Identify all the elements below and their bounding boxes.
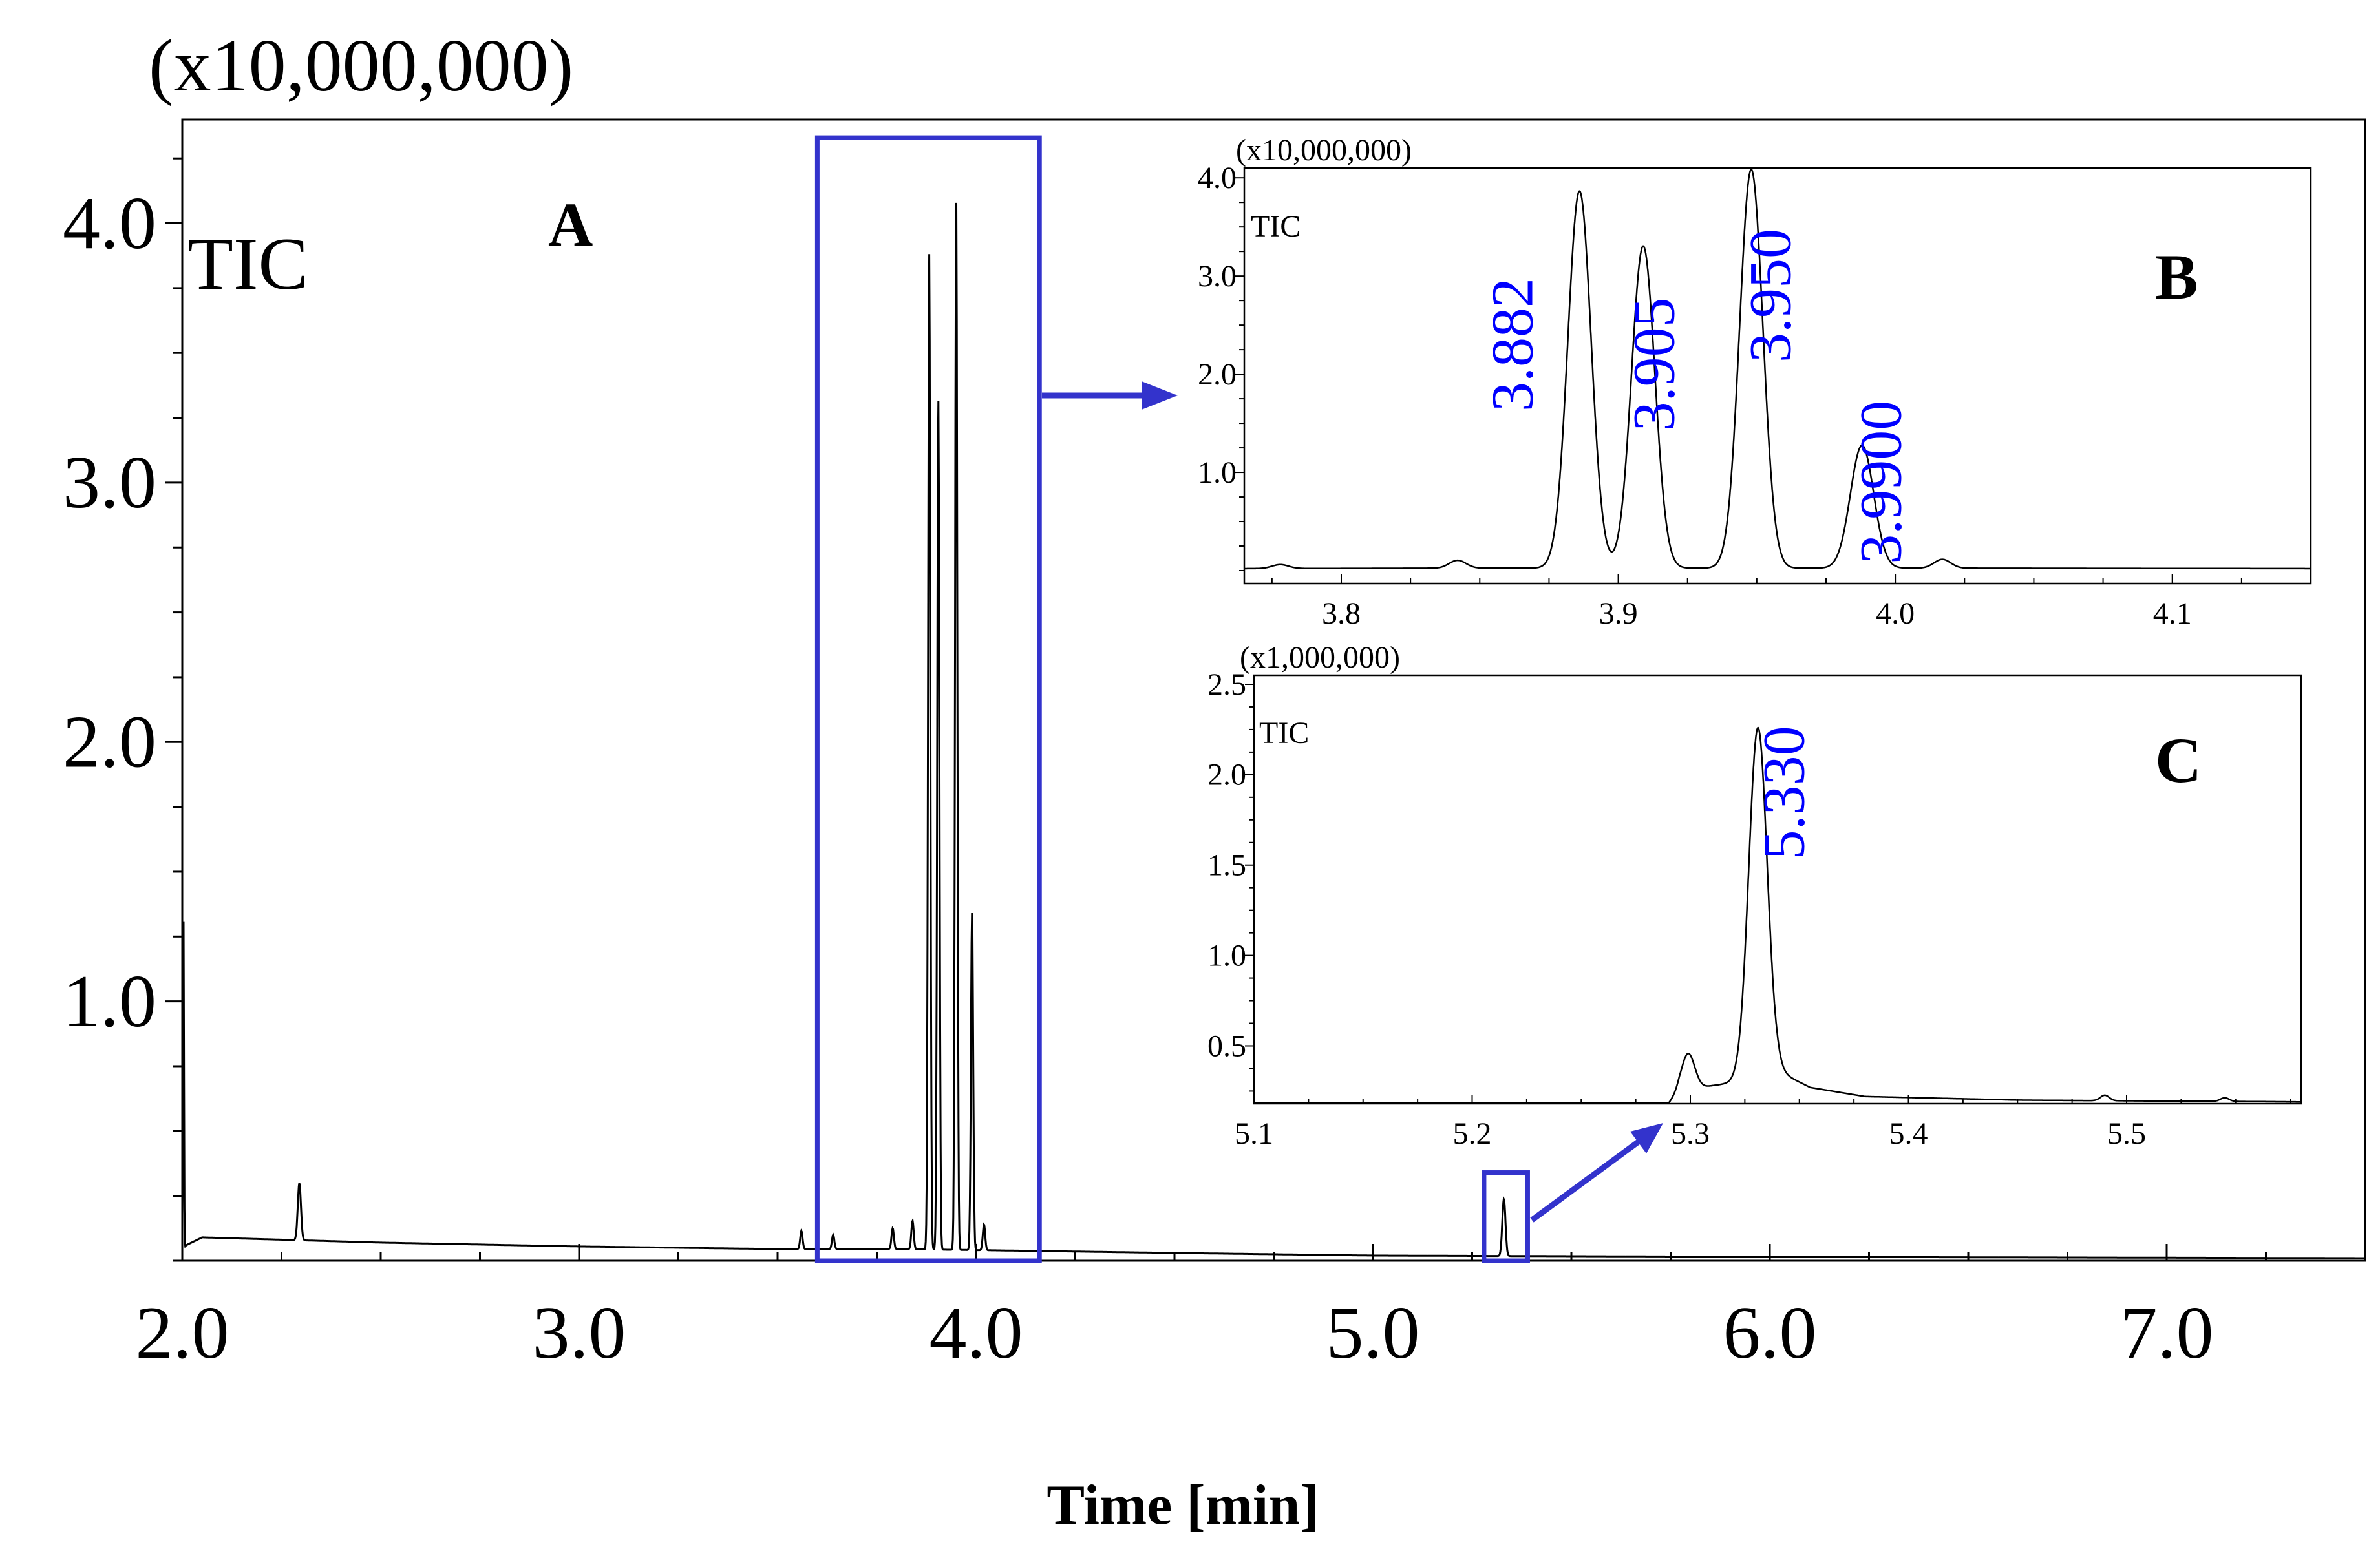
- y-tick-label: 2.5: [1207, 668, 1246, 702]
- main-y-ticks: 1.0 2.0 3.0 4.0: [63, 157, 182, 1262]
- inset-c-scale-label: (x1,000,000): [1240, 640, 1400, 675]
- y-tick-label: 3.0: [1198, 259, 1237, 293]
- y-tick-label: 2.0: [1198, 357, 1237, 392]
- inset-c-frame: [1253, 674, 2302, 1105]
- inset-b-background: [1244, 168, 2311, 584]
- y-tick-label: 2.0: [1207, 758, 1246, 792]
- y-tick-label: 1.0: [63, 960, 156, 1043]
- inset-panel-c: 0.5 1.0 1.5 2.0 2.5 5.1 5.2 5.3 5.4 5.5 5.330 (x…: [1207, 640, 2302, 1151]
- main-chromatogram-panel: 1.0 2.0 3.0 4.0 2.0 3.0 4.0 5.0 6.0 7.0 (x10,000…: [63, 25, 2366, 1537]
- x-tick-label: 5.3: [1671, 1117, 1710, 1151]
- inset-panel-b: 1.0 2.0 3.0 4.0 3.8 3.9 4.0 4.1 3.882 3.905 3.95…: [1198, 133, 2312, 631]
- y-tick-label: 0.5: [1207, 1029, 1246, 1063]
- x-tick-label: 5.0: [1326, 1292, 1420, 1374]
- inset-c-trace-label: TIC: [1259, 716, 1309, 750]
- panel-label-b: B: [2155, 241, 2198, 313]
- zoom-windows: [814, 135, 1530, 1263]
- peak-retention-label: 3.905: [1620, 297, 1686, 431]
- peak-retention-label: 3.950: [1737, 229, 1803, 363]
- main-scale-label: (x10,000,000): [149, 25, 573, 107]
- peak-retention-label: 3.882: [1480, 278, 1546, 412]
- x-tick-label: 5.2: [1453, 1117, 1492, 1151]
- x-tick-label: 4.1: [2153, 596, 2192, 631]
- x-tick-label: 4.0: [1876, 596, 1915, 631]
- arrow-head-b: [1142, 381, 1178, 410]
- inset-c-y-ticks: 0.5 1.0 1.5 2.0 2.5: [1207, 668, 1254, 1092]
- main-tic-trace: [181, 202, 2365, 1259]
- x-axis-label: Time [min]: [1047, 1474, 1319, 1537]
- inset-c-tic-trace: [1254, 726, 2301, 1104]
- y-tick-label: 1.5: [1207, 848, 1246, 883]
- main-trace-label: TIC: [187, 223, 308, 306]
- x-tick-label: 5.1: [1235, 1117, 1273, 1151]
- x-tick-label: 3.8: [1322, 596, 1361, 631]
- x-tick-label: 5.5: [2107, 1117, 2146, 1151]
- x-tick-label: 3.0: [533, 1292, 626, 1374]
- zoom-window-c: [1482, 1170, 1530, 1263]
- inset-c-peak-labels: 5.330: [1751, 726, 1817, 859]
- y-tick-label: 4.0: [1198, 161, 1237, 195]
- inset-b-peak-labels: 3.882 3.905 3.950 3.9900: [1480, 229, 1914, 564]
- zoom-arrows: [1042, 381, 1663, 1223]
- inset-b-x-ticks: 3.8 3.9 4.0 4.1: [1271, 574, 2311, 631]
- peak-retention-label: 5.330: [1751, 726, 1817, 859]
- x-tick-label: 4.0: [930, 1292, 1023, 1374]
- x-tick-label: 7.0: [2120, 1292, 2214, 1374]
- y-tick-label: 2.0: [63, 701, 156, 784]
- panel-label-a: A: [548, 190, 593, 259]
- inset-b-trace-label: TIC: [1251, 209, 1301, 244]
- y-tick-label: 1.0: [1207, 938, 1246, 973]
- inset-b-y-ticks: 1.0 2.0 3.0 4.0: [1198, 161, 1244, 571]
- x-tick-label: 6.0: [1723, 1292, 1817, 1374]
- y-tick-label: 3.0: [63, 441, 156, 524]
- peak-retention-label: 3.9900: [1848, 401, 1914, 564]
- arrow-to-inset-c: [1530, 1139, 1641, 1223]
- x-tick-label: 5.4: [1889, 1117, 1928, 1151]
- x-tick-label: 2.0: [136, 1292, 229, 1374]
- y-tick-label: 1.0: [1198, 456, 1237, 490]
- main-x-ticks: 2.0 3.0 4.0 5.0 6.0 7.0: [136, 1244, 2366, 1374]
- arrow-head-c: [1630, 1123, 1663, 1153]
- inset-b-frame: [1243, 167, 2312, 585]
- inset-b-scale-label: (x10,000,000): [1236, 133, 1412, 167]
- inset-b-tic-trace: [1244, 169, 2311, 570]
- y-tick-label: 4.0: [63, 182, 156, 265]
- x-tick-label: 3.9: [1599, 596, 1638, 631]
- panel-label-c: C: [2155, 724, 2202, 796]
- zoom-window-b: [814, 135, 1042, 1263]
